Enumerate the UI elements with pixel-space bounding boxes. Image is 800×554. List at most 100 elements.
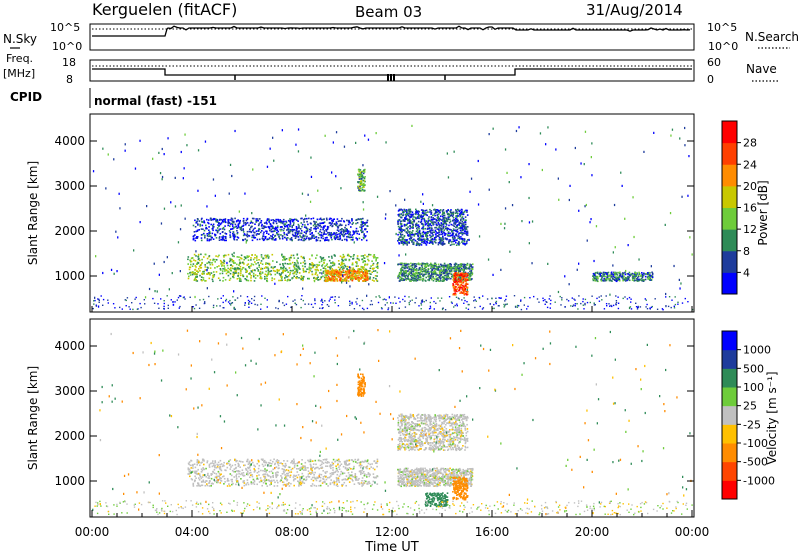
echo-point <box>455 290 457 292</box>
echo-point <box>469 278 471 280</box>
echo-point <box>232 233 234 235</box>
noise-point <box>612 251 614 254</box>
ground-point <box>478 296 480 299</box>
echo-point <box>449 211 452 214</box>
echo-point <box>339 237 342 239</box>
echo-point <box>312 217 315 220</box>
echo-point <box>187 277 190 280</box>
echo-point <box>364 264 366 266</box>
echo-point <box>454 239 456 241</box>
ground-point <box>98 301 100 303</box>
echo-point <box>293 218 296 221</box>
noise-point <box>612 264 614 267</box>
echo-point <box>412 238 414 241</box>
echo-point <box>432 238 434 241</box>
ground-point <box>143 299 145 301</box>
echo-point <box>293 228 296 231</box>
noise-point <box>613 203 616 207</box>
echo-point <box>449 220 452 223</box>
echo-point <box>262 225 265 227</box>
echo-point <box>318 264 321 266</box>
echo-point <box>271 238 274 241</box>
echo-point <box>315 238 318 241</box>
echo-point <box>212 259 214 262</box>
echo-point <box>471 263 474 265</box>
echo-point <box>398 219 401 221</box>
echo-point <box>351 276 354 278</box>
echo-point <box>251 239 254 242</box>
echo-point <box>305 226 308 229</box>
echo-point <box>346 236 348 238</box>
echo-point <box>297 220 299 222</box>
echo-point <box>432 270 435 273</box>
echo-point <box>322 267 325 269</box>
ground-point <box>277 307 279 310</box>
echo-point <box>357 268 359 271</box>
echo-point <box>305 232 307 235</box>
echo-point <box>199 274 201 277</box>
echo-point <box>418 272 420 275</box>
noise-point <box>331 171 333 174</box>
echo-point <box>421 266 424 269</box>
noise-point <box>614 246 616 249</box>
echo-point <box>375 266 378 268</box>
echo-point <box>453 222 455 224</box>
echo-point <box>332 280 335 282</box>
echo-point <box>239 274 242 277</box>
noise-point <box>558 198 560 201</box>
echo-point <box>407 214 410 217</box>
echo-point <box>222 237 224 239</box>
echo-point <box>208 229 210 232</box>
echo-point <box>348 258 351 261</box>
echo-point <box>267 272 270 274</box>
echo-point <box>445 227 447 230</box>
echo-point <box>325 272 327 275</box>
ground-point <box>629 306 632 308</box>
echo-point <box>231 253 233 256</box>
echo-point <box>435 236 437 238</box>
echo-point <box>198 265 201 268</box>
echo-point <box>339 238 341 241</box>
echo-point <box>300 236 302 238</box>
echo-point <box>309 228 311 231</box>
echo-point <box>302 219 305 221</box>
echo-point <box>439 269 441 272</box>
echo-point <box>432 223 434 225</box>
echo-point <box>307 223 309 226</box>
echo-point <box>438 241 441 244</box>
echo-point <box>357 270 360 272</box>
echo-point <box>361 171 363 174</box>
echo-point <box>194 260 197 262</box>
echo-point <box>350 269 352 272</box>
echo-point <box>465 268 468 270</box>
echo-point <box>400 223 402 226</box>
echo-point <box>276 232 278 235</box>
echo-point <box>266 266 268 269</box>
noise-point <box>245 241 247 244</box>
echo-point <box>398 280 401 282</box>
echo-point <box>246 264 249 266</box>
echo-point <box>239 265 242 268</box>
ground-point <box>107 302 109 304</box>
echo-point <box>426 232 429 234</box>
ground-point <box>421 299 424 301</box>
echo-point <box>281 226 283 228</box>
echo-point <box>397 275 399 278</box>
echo-point <box>233 235 236 237</box>
echo-point <box>409 278 412 281</box>
echo-point <box>223 267 226 269</box>
echo-point <box>432 234 434 236</box>
echo-point <box>361 188 364 191</box>
echo-point <box>452 278 454 281</box>
noise-point <box>580 162 582 165</box>
ground-point <box>584 298 587 301</box>
echo-point <box>309 222 312 224</box>
echo-point <box>400 220 403 222</box>
echo-point <box>245 279 248 282</box>
echo-point <box>223 265 225 267</box>
noise-point <box>487 258 490 261</box>
echo-point <box>351 218 353 220</box>
echo-point <box>298 227 300 229</box>
echo-point <box>470 271 472 274</box>
echo-point <box>418 230 421 232</box>
